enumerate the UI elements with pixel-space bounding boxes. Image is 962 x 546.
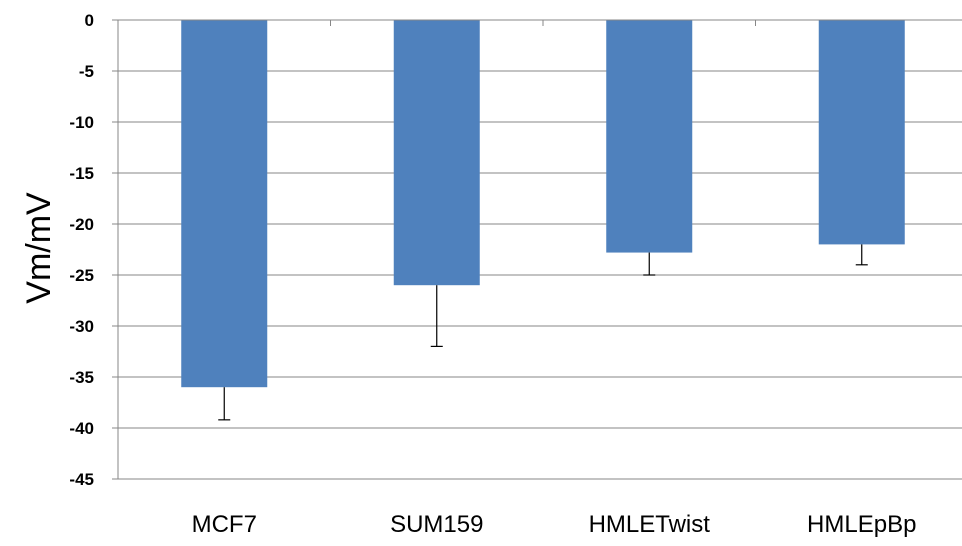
bar-sum159 xyxy=(393,20,480,286)
x-category-label: HMLEpBp xyxy=(807,511,916,538)
bar-mcf7 xyxy=(181,20,268,388)
y-tick-label: -25 xyxy=(69,266,94,285)
x-category-label: SUM159 xyxy=(390,511,483,538)
x-category-label: MCF7 xyxy=(192,511,257,538)
axes xyxy=(112,19,962,480)
x-category-label: HMLETwist xyxy=(589,511,711,538)
y-tick-label: -30 xyxy=(69,317,94,336)
bar-hmletwist xyxy=(606,20,693,253)
y-tick-label: -5 xyxy=(79,62,94,81)
bars xyxy=(181,20,905,388)
y-tick-label: -20 xyxy=(69,215,94,234)
y-tick-label: 0 xyxy=(85,11,94,30)
y-tick-label: -15 xyxy=(69,164,94,183)
y-tick-label: -45 xyxy=(69,470,94,489)
y-tick-labels: 0 -5 -10 -15 -20 -25 -30 -35 -40 -45 xyxy=(69,11,94,489)
bar-hmlepbp xyxy=(818,20,905,245)
y-axis-title: Vm/mV xyxy=(20,192,58,304)
y-tick-label: -10 xyxy=(69,113,94,132)
x-category-labels: MCF7 SUM159 HMLETwist HMLEpBp xyxy=(192,511,917,538)
error-bars xyxy=(218,244,868,421)
y-tick-label: -35 xyxy=(69,368,94,387)
y-tick-label: -40 xyxy=(69,419,94,438)
